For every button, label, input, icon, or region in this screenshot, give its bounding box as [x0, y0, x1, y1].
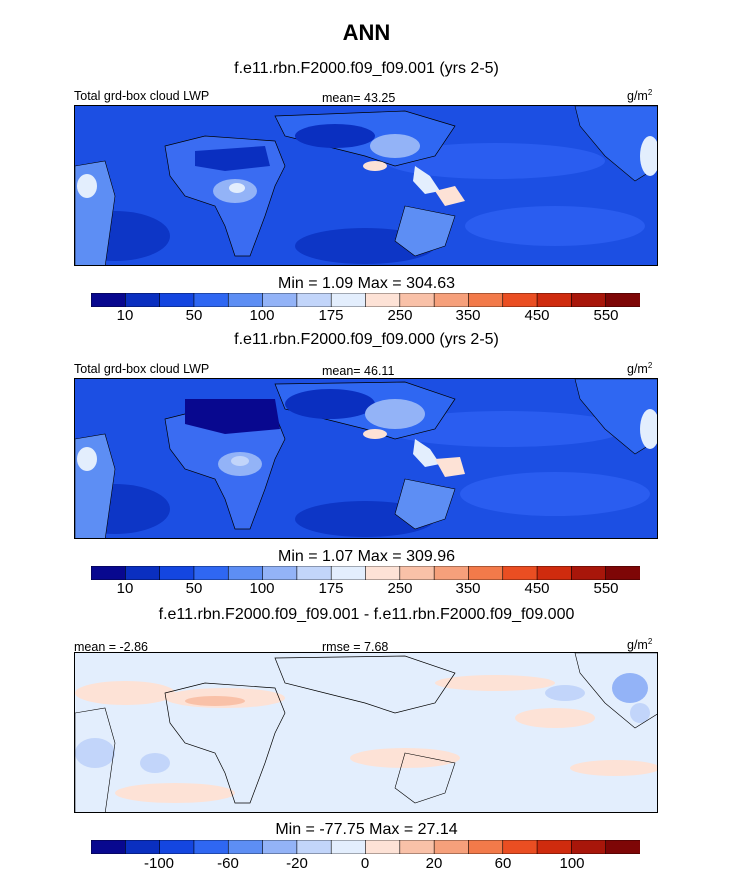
panel-1-tick-label: 175: [318, 307, 344, 324]
panel-3-tick-label: -60: [217, 855, 239, 872]
panel-1-colorbar-ticks: 10 50 100 175 250 350 450 550: [0, 307, 733, 327]
panel-3-tick-label: 20: [425, 855, 443, 872]
figure-title: ANN: [342, 20, 391, 45]
panel-3-rmse-label: rmse = 7.68: [322, 640, 389, 654]
colorbar-swatch: [571, 566, 607, 580]
panel-1-tick-label: 550: [593, 307, 619, 324]
panel-3-tick-label: 100: [559, 855, 585, 872]
colorbar-swatch: [296, 293, 332, 307]
panel-2-variable-label: Total grd-box cloud LWP: [74, 362, 210, 376]
colorbar-swatch: [365, 293, 401, 307]
panel-2-tick-label: 450: [524, 580, 550, 597]
colorbar-swatch: [193, 293, 229, 307]
colorbar-swatch: [365, 840, 401, 854]
colorbar-swatch: [193, 566, 229, 580]
colorbar-swatch: [330, 293, 367, 307]
colorbar-swatch: [262, 840, 298, 854]
panel-2-min-max: Min = 1.07 Max = 309.96: [278, 548, 455, 565]
panel-1-units: g/m2: [627, 88, 653, 104]
colorbar-swatch: [605, 293, 640, 307]
colorbar-swatch: [125, 840, 161, 854]
colorbar-swatch: [91, 566, 126, 580]
panel-3-colorbar: [91, 840, 640, 854]
colorbar-swatch: [399, 566, 435, 580]
colorbar-swatch: [433, 293, 470, 307]
panel-2-mean-label: mean= 46.11: [322, 364, 395, 378]
colorbar-swatch: [125, 566, 161, 580]
colorbar-swatch: [536, 840, 572, 854]
colorbar-swatch: [91, 293, 126, 307]
colorbar-swatch: [605, 840, 640, 854]
colorbar-swatch: [365, 566, 401, 580]
colorbar-swatch: [502, 840, 538, 854]
panel-1-tick-label: 10: [116, 307, 134, 324]
panel-1-tick-label: 100: [249, 307, 275, 324]
panel-1-map: [74, 105, 658, 266]
colorbar-swatch: [125, 293, 161, 307]
colorbar-swatch: [227, 293, 264, 307]
panel-3-title: f.e11.rbn.F2000.f09_f09.001 - f.e11.rbn.…: [158, 606, 575, 623]
panel-3-map: [74, 652, 658, 813]
colorbar-swatch: [433, 840, 470, 854]
colorbar-swatch: [159, 566, 195, 580]
colorbar-swatch: [330, 566, 367, 580]
colorbar-swatch: [605, 566, 640, 580]
panel-2-units: g/m2: [627, 361, 653, 377]
panel-1-tick-label: 350: [455, 307, 481, 324]
colorbar-swatch: [399, 840, 435, 854]
colorbar-swatch: [227, 566, 264, 580]
panel-2-tick-label: 100: [249, 580, 275, 597]
panel-1-mean-label: mean= 43.25: [322, 91, 396, 105]
panel-3-mean-label: mean = -2.86: [74, 640, 149, 654]
colorbar-swatch: [159, 293, 195, 307]
panel-1-tick-label: 250: [387, 307, 413, 324]
panel-2-tick-label: 250: [387, 580, 413, 597]
panel-2-colorbar: [91, 566, 640, 580]
colorbar-swatch: [536, 293, 572, 307]
panel-2-tick-label: 50: [185, 580, 203, 597]
panel-2-tick-label: 550: [593, 580, 619, 597]
panel-1-variable-label: Total grd-box cloud LWP: [74, 89, 210, 103]
colorbar-swatch: [227, 840, 264, 854]
colorbar-swatch: [571, 840, 607, 854]
panel-2-map: [74, 378, 658, 539]
colorbar-swatch: [468, 566, 504, 580]
panel-2-tick-label: 350: [455, 580, 481, 597]
colorbar-swatch: [502, 566, 538, 580]
colorbar-swatch: [262, 293, 298, 307]
panel-3-colorbar-ticks: -100 -60 -20 0 20 60 100: [0, 855, 733, 875]
colorbar-swatch: [536, 566, 572, 580]
panel-3-tick-label: -100: [143, 855, 175, 872]
panel-2-tick-label: 10: [116, 580, 134, 597]
panel-2-tick-label: 175: [318, 580, 344, 597]
colorbar-swatch: [91, 840, 126, 854]
colorbar-swatch: [296, 566, 332, 580]
panel-1-min-max: Min = 1.09 Max = 304.63: [278, 275, 455, 292]
panel-3-tick-label: -20: [286, 855, 308, 872]
panel-3-min-max: Min = -77.75 Max = 27.14: [275, 821, 458, 838]
colorbar-swatch: [571, 293, 607, 307]
colorbar-swatch: [262, 566, 298, 580]
panel-1-tick-label: 50: [185, 307, 203, 324]
panel-1-title: f.e11.rbn.F2000.f09_f09.001 (yrs 2-5): [234, 60, 499, 77]
colorbar-swatch: [399, 293, 435, 307]
panel-1-colorbar: [91, 293, 640, 307]
panel-3-tick-label: 0: [360, 855, 370, 872]
colorbar-swatch: [468, 293, 504, 307]
panel-1-tick-label: 450: [524, 307, 550, 324]
panel-3-units: g/m2: [627, 637, 653, 653]
colorbar-swatch: [296, 840, 332, 854]
panel-3-tick-label: 60: [494, 855, 512, 872]
colorbar-swatch: [433, 566, 470, 580]
panel-2-title: f.e11.rbn.F2000.f09_f09.000 (yrs 2-5): [234, 331, 499, 348]
colorbar-swatch: [468, 840, 504, 854]
colorbar-swatch: [330, 840, 367, 854]
colorbar-swatch: [502, 293, 538, 307]
colorbar-swatch: [193, 840, 229, 854]
panel-2-colorbar-ticks: 10 50 100 175 250 350 450 550: [0, 580, 733, 600]
colorbar-swatch: [159, 840, 195, 854]
